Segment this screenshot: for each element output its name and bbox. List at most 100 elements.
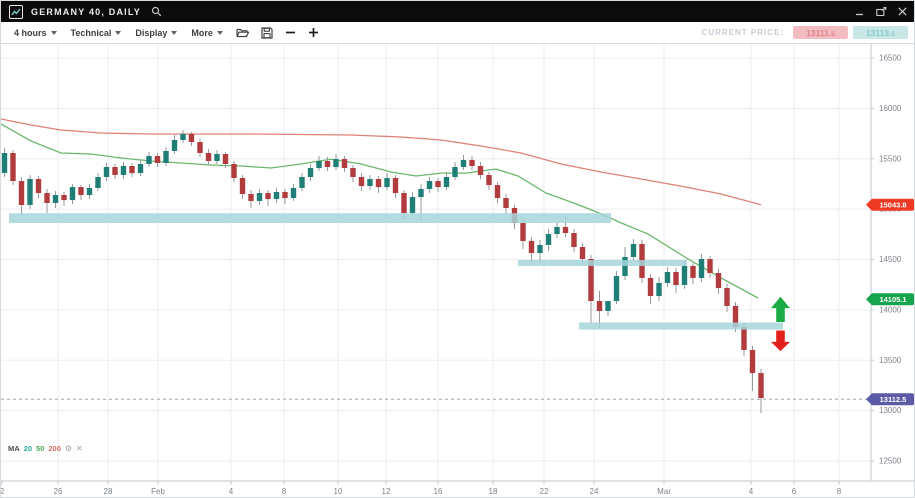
candle-bull	[384, 177, 390, 188]
price-marker-badge	[866, 393, 914, 406]
candle-bull	[452, 167, 458, 177]
chart-area: 1650016000155001500014500140001350013000…	[1, 44, 915, 498]
candle-bull	[214, 154, 220, 161]
time-tick-label: Mar	[657, 487, 671, 496]
candle-bull	[664, 271, 671, 283]
chart-canvas[interactable]: 1650016000155001500014500140001350013000…	[1, 44, 915, 498]
ma-period-50: 50	[36, 444, 45, 453]
candle-bull	[299, 176, 305, 188]
zoom-out-button[interactable]	[279, 22, 302, 43]
candle-bull	[698, 258, 705, 278]
candle-bear	[758, 373, 764, 399]
candle-bull	[545, 234, 552, 245]
price-marker-label: 15043.8	[879, 200, 906, 209]
time-tick-label: 10	[334, 487, 343, 496]
buy-price-badge[interactable]: 13113. 5	[853, 26, 908, 39]
time-tick-label: 18	[489, 487, 498, 496]
current-price-panel: CURRENT PRICE: 13111. 5 13113. 5	[702, 26, 910, 39]
sell-price-badge[interactable]: 13111. 5	[793, 26, 848, 39]
candle-bear	[375, 179, 382, 188]
candle-bear	[205, 153, 212, 161]
menu-more[interactable]: More	[184, 22, 230, 43]
price-tick-label: 14500	[879, 255, 902, 264]
up-arrow-annotation[interactable]	[771, 296, 790, 322]
close-icon[interactable]	[896, 6, 908, 18]
candle-bull	[95, 176, 101, 188]
candle-bull	[171, 140, 178, 151]
time-tick-label: 2	[1, 487, 5, 496]
candle-bull	[443, 176, 450, 188]
timeframe-dropdown[interactable]: 4 hours	[7, 22, 64, 43]
candle-bull	[180, 133, 186, 141]
chevron-down-icon	[171, 30, 178, 35]
candle-bear	[571, 233, 577, 248]
candle-bear	[647, 277, 654, 296]
candle-bear	[35, 179, 42, 194]
time-tick-label: 16	[434, 487, 443, 496]
candle-bear	[749, 349, 756, 374]
candle-bull	[426, 181, 433, 189]
candle-bull	[613, 276, 620, 302]
price-marker-label: 14105.1	[879, 295, 906, 304]
candle-bear	[741, 327, 747, 350]
candle-bull	[103, 167, 110, 177]
candle-bull	[307, 168, 314, 177]
price-tick-label: 12500	[879, 457, 902, 466]
candle-bear	[503, 198, 509, 209]
candle-bear	[44, 193, 50, 203]
ma-line-200[interactable]	[1, 118, 762, 206]
candle-bear	[715, 273, 722, 289]
chevron-down-icon	[115, 30, 122, 35]
time-tick-label: 6	[792, 487, 797, 496]
time-tick-label: 26	[54, 487, 63, 496]
candle-bear	[129, 166, 135, 174]
candle-bear	[112, 167, 118, 175]
candle-bull	[146, 156, 152, 164]
candle-bear	[724, 288, 730, 306]
zone-rectangle-1[interactable]	[9, 213, 611, 224]
candle-bull	[418, 188, 424, 198]
close-icon[interactable]: ✕	[76, 444, 83, 453]
search-icon[interactable]	[151, 6, 162, 17]
candle-bear	[690, 265, 696, 278]
down-arrow-annotation[interactable]	[771, 330, 790, 352]
candle-bull	[69, 187, 76, 201]
price-marker-badge	[866, 293, 914, 306]
candle-bear	[596, 301, 603, 311]
open-folder-icon[interactable]	[230, 22, 255, 43]
candle-bull	[622, 256, 628, 277]
menu-display[interactable]: Display	[128, 22, 184, 43]
time-tick-label: 4	[229, 487, 234, 496]
titlebar: GERMANY 40, DAILY	[1, 1, 914, 22]
candle-bear	[469, 159, 475, 167]
candle-bear	[486, 174, 492, 186]
gear-icon[interactable]: ⚙	[64, 444, 73, 453]
ma-period-200: 200	[48, 444, 61, 453]
app-logo-icon	[9, 4, 23, 19]
candle-bear	[528, 240, 535, 254]
zone-rectangle-2[interactable]	[518, 260, 687, 266]
zoom-in-button[interactable]	[302, 22, 325, 43]
open-in-new-window-icon[interactable]	[875, 6, 887, 18]
candle-bear	[401, 193, 407, 213]
candle-bear	[10, 153, 16, 182]
window-controls	[854, 6, 908, 18]
candle-bull	[163, 150, 169, 163]
candle-bull	[656, 282, 662, 296]
candle-bull	[256, 193, 263, 201]
price-tick-label: 16000	[879, 104, 902, 113]
save-icon[interactable]	[255, 22, 279, 43]
candle-bear	[265, 193, 271, 200]
candle-bull	[52, 195, 59, 203]
minimize-icon[interactable]	[854, 6, 866, 18]
instrument-title: GERMANY 40, DAILY	[31, 6, 141, 17]
candle-bull	[681, 265, 688, 285]
menu-technical[interactable]: Technical	[64, 22, 129, 43]
ma-line-50[interactable]	[1, 123, 759, 299]
candle-bear	[579, 247, 586, 259]
candle-bear	[477, 166, 484, 175]
candle-bear	[673, 271, 679, 285]
candle-bear	[494, 185, 501, 199]
ma-label: MA	[8, 444, 20, 453]
zone-rectangle-3[interactable]	[579, 322, 783, 330]
